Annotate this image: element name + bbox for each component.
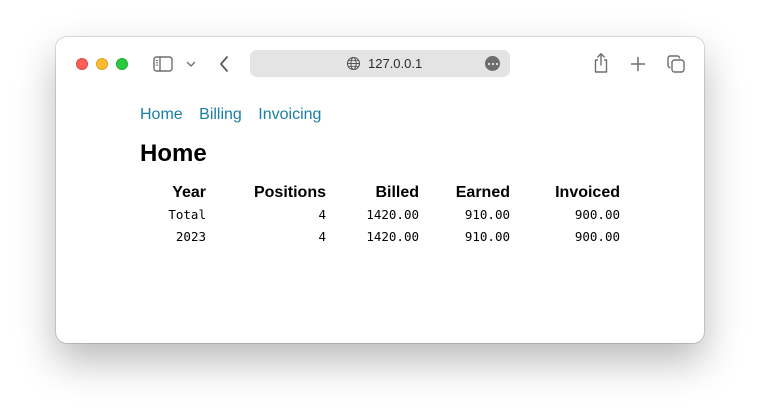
table-row: 2023 4 1420.00 910.00 900.00 bbox=[140, 226, 620, 248]
column-header-billed: Billed bbox=[375, 184, 419, 201]
table-header-row: Year Positions Billed Earned Invoiced bbox=[140, 182, 620, 204]
column-header-year: Year bbox=[172, 184, 206, 201]
nav-link-billing[interactable]: Billing bbox=[199, 106, 242, 123]
minimize-window-button[interactable] bbox=[96, 58, 108, 70]
cell-invoiced: 900.00 bbox=[574, 207, 620, 222]
cell-earned: 910.00 bbox=[464, 229, 510, 244]
cell-positions: 4 bbox=[318, 207, 326, 222]
table-row: Total 4 1420.00 910.00 900.00 bbox=[140, 204, 620, 226]
page-content: Home Billing Invoicing Home Year Positio… bbox=[56, 91, 704, 343]
column-header-invoiced: Invoiced bbox=[555, 184, 620, 201]
close-window-button[interactable] bbox=[76, 58, 88, 70]
tabs-overview-icon[interactable] bbox=[665, 53, 687, 75]
column-header-positions: Positions bbox=[253, 184, 326, 201]
more-icon[interactable] bbox=[485, 56, 500, 71]
summary-table: Year Positions Billed Earned Invoiced To… bbox=[140, 182, 620, 248]
globe-icon bbox=[346, 56, 361, 71]
chevron-down-icon[interactable] bbox=[184, 55, 198, 73]
address-bar[interactable]: 127.0.0.1 bbox=[250, 50, 510, 77]
back-arrow-icon[interactable] bbox=[216, 52, 232, 76]
cell-earned: 910.00 bbox=[464, 207, 510, 222]
sidebar-icon[interactable] bbox=[152, 53, 174, 75]
site-nav: Home Billing Invoicing bbox=[140, 105, 333, 125]
nav-link-invoicing[interactable]: Invoicing bbox=[258, 106, 322, 123]
share-icon[interactable] bbox=[590, 50, 612, 76]
cell-positions: 4 bbox=[318, 229, 326, 244]
cell-year: Total bbox=[168, 207, 206, 222]
plus-icon[interactable] bbox=[627, 53, 649, 75]
column-header-earned: Earned bbox=[455, 184, 510, 201]
page-title: Home bbox=[140, 140, 207, 167]
cell-billed: 1420.00 bbox=[366, 207, 419, 222]
nav-link-home[interactable]: Home bbox=[140, 106, 183, 123]
cell-billed: 1420.00 bbox=[366, 229, 419, 244]
cell-year: 2023 bbox=[175, 229, 206, 244]
cell-invoiced: 900.00 bbox=[574, 229, 620, 244]
zoom-window-button[interactable] bbox=[116, 58, 128, 70]
url-text[interactable]: 127.0.0.1 bbox=[368, 56, 423, 71]
browser-window: 127.0.0.1 Home bbox=[56, 37, 704, 343]
title-bar: 127.0.0.1 bbox=[56, 37, 704, 91]
